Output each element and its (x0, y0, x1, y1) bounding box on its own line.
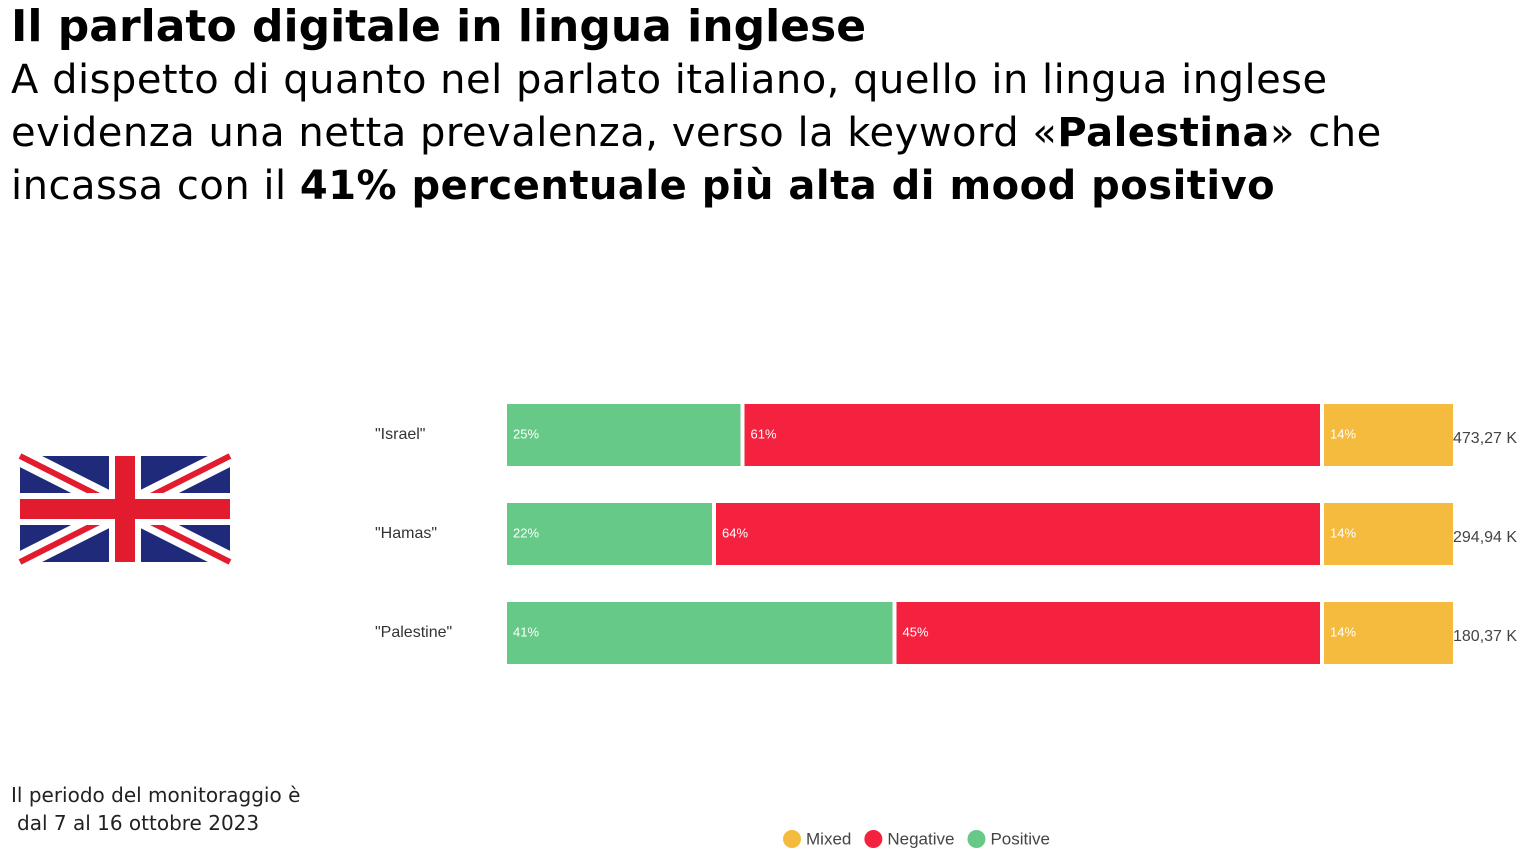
bar-segment (740, 400, 1324, 470)
value-label: 14% (1330, 426, 1356, 441)
subtitle: A dispetto di quanto nel parlato italian… (11, 54, 1451, 213)
bar-segment (1320, 598, 1457, 668)
subtitle-part: » che incassa con il (11, 110, 1382, 209)
subtitle-part: 41% percentuale più alta di mood positiv… (299, 163, 1276, 209)
title: Il parlato digitale in lingua inglese (11, 1, 867, 52)
total-label: 180,37 K (1453, 628, 1517, 645)
footnote-line: dal 7 al 16 ottobre 2023 (17, 811, 260, 835)
bar-segment (892, 598, 1324, 668)
bar-segment (1320, 400, 1457, 470)
legend-label: Positive (990, 829, 1050, 848)
total-label: 473,27 K (1453, 430, 1517, 447)
bar-segment (503, 499, 716, 569)
flag (15, 447, 235, 571)
value-label: 41% (513, 624, 539, 639)
subtitle-part: A dispetto di quanto nel parlato italian… (11, 57, 1328, 156)
legend-marker (864, 830, 883, 848)
value-label: 61% (751, 426, 777, 441)
value-label: 14% (1330, 525, 1356, 540)
value-label: 22% (513, 525, 539, 540)
value-label: 64% (722, 525, 748, 540)
legend-marker (783, 830, 801, 848)
legend-marker (967, 830, 986, 848)
category-label: "Israel" (375, 426, 425, 443)
total-label: 294,94 K (1453, 529, 1517, 546)
bar-segment (503, 400, 745, 470)
legend-label: Negative (887, 829, 954, 848)
header: Il parlato digitale in lingua inglese A … (11, 0, 1451, 213)
category-label: "Hamas" (375, 525, 437, 542)
value-label: 45% (903, 624, 929, 639)
bar-segment (503, 598, 897, 668)
subtitle-part: Palestina (1057, 110, 1271, 156)
footnote-line: Il periodo del monitoraggio è (11, 783, 301, 807)
value-label: 25% (513, 426, 539, 441)
bar-segment (1320, 499, 1457, 569)
legend-label: Mixed (806, 829, 851, 848)
category-label: "Palestine" (375, 624, 452, 641)
bar-segment (712, 499, 1324, 569)
value-label: 14% (1330, 624, 1356, 639)
footnote: Il periodo del monitoraggio è dal 7 al 1… (11, 781, 300, 837)
